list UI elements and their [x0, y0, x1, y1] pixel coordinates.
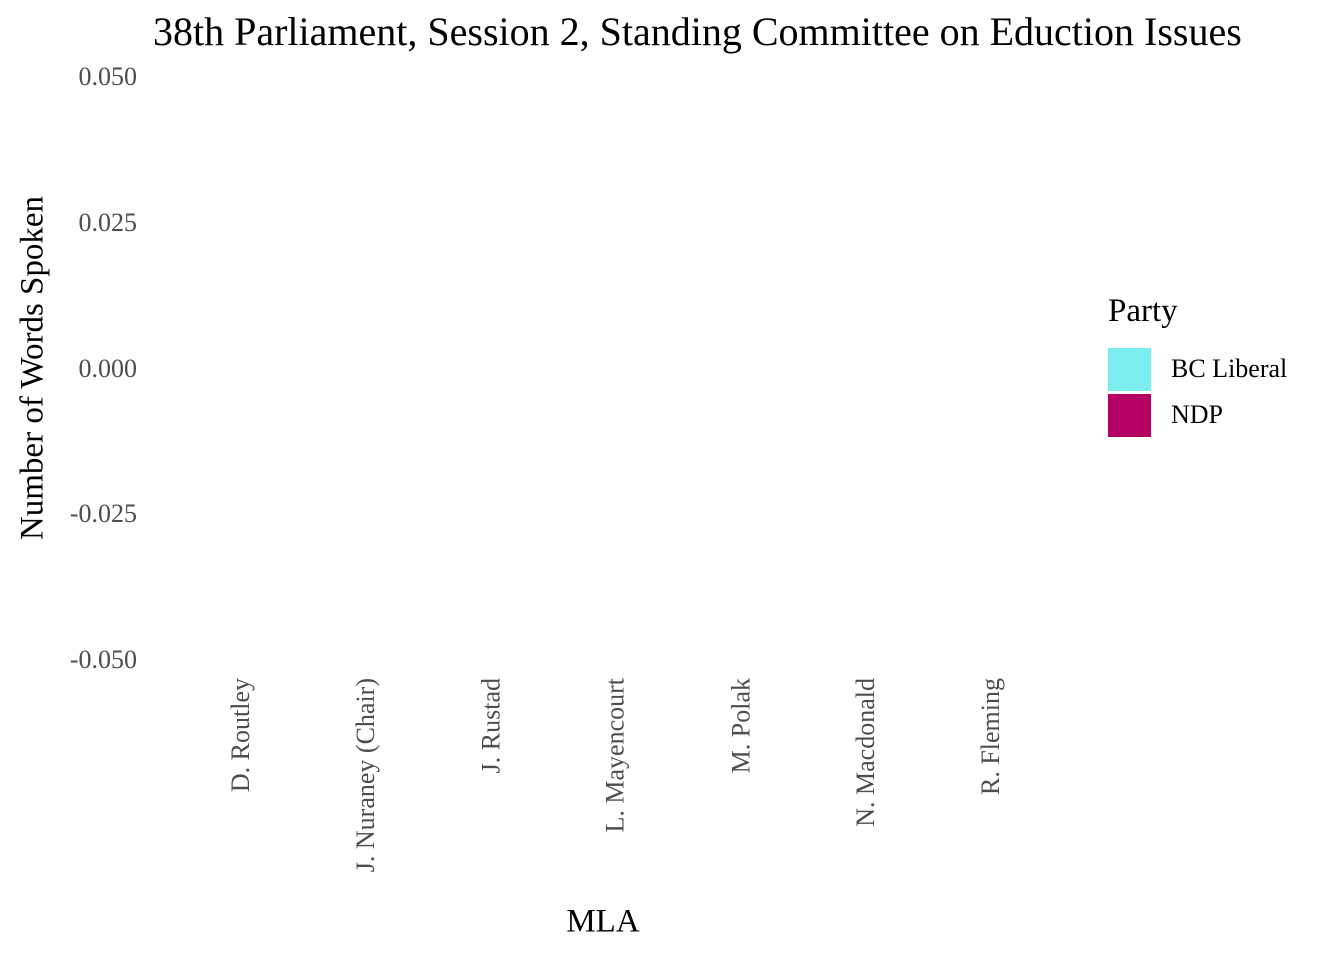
- legend-item: NDP: [1108, 392, 1287, 438]
- y-tick-label: 0.000: [78, 353, 138, 383]
- legend-swatch: [1108, 347, 1151, 391]
- y-tick-label: 0.025: [78, 207, 138, 237]
- x-axis-title: MLA: [566, 903, 640, 940]
- legend-title: Party: [1108, 293, 1178, 329]
- legend-label: NDP: [1171, 400, 1224, 429]
- y-tick-label: 0.050: [78, 62, 138, 91]
- legend-item: BC Liberal: [1108, 346, 1287, 392]
- legend-items: BC Liberal NDP: [1108, 346, 1287, 438]
- legend-label: BC Liberal: [1171, 354, 1288, 383]
- y-tick-label: -0.025: [69, 499, 137, 529]
- chart-title: 38th Parliament, Session 2, Standing Com…: [153, 9, 1242, 54]
- legend: Party BC Liberal NDP: [1108, 295, 1287, 438]
- legend-swatch: [1108, 393, 1151, 437]
- y-tick-label: -0.050: [69, 645, 137, 674]
